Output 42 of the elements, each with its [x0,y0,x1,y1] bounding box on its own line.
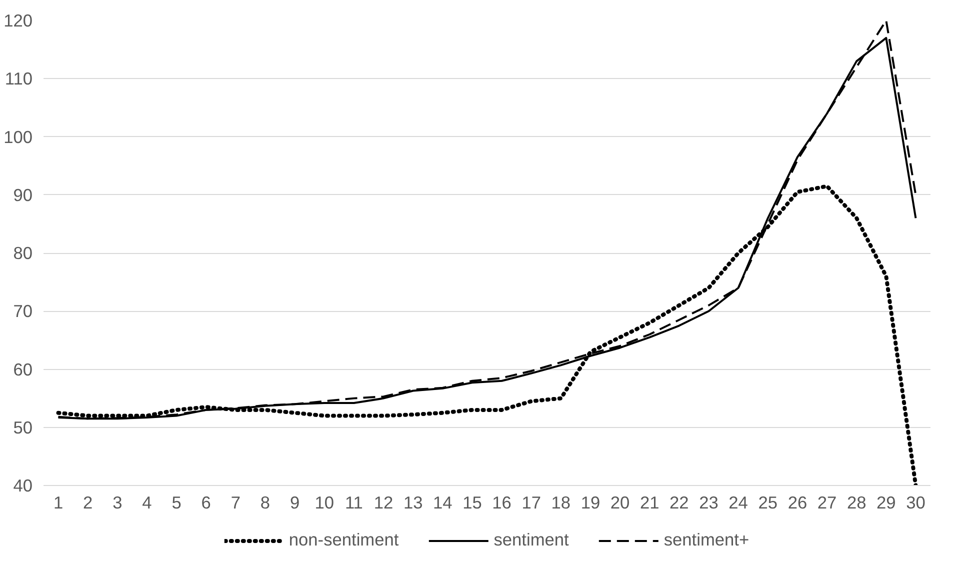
y-tick-label: 100 [4,126,33,147]
x-tick-label: 22 [670,492,689,512]
x-tick-label: 16 [492,492,512,512]
x-tick-label: 10 [314,492,334,512]
x-tick-label: 21 [640,492,660,512]
y-tick-label: 40 [13,476,33,496]
y-tick-label: 50 [13,417,33,438]
x-tick-label: 15 [462,492,482,512]
x-tick-label: 1 [53,492,64,512]
y-tick-label: 110 [4,68,33,89]
x-tick-label: 23 [699,492,718,512]
x-tick-label: 26 [788,492,808,512]
x-tick-label: 20 [610,492,630,512]
legend-label: non-sentiment [288,530,399,550]
x-tick-label: 30 [906,492,926,512]
x-tick-label: 8 [260,492,270,512]
x-tick-label: 7 [230,492,241,512]
x-tick-label: 4 [142,492,152,512]
x-tick-label: 28 [846,492,866,512]
x-tick-label: 11 [344,492,363,512]
x-tick-label: 25 [758,492,778,512]
x-tick-label: 29 [876,492,896,512]
legend-label: sentiment [494,530,569,550]
x-tick-label: 24 [728,492,748,512]
x-tick-label: 27 [817,492,837,512]
x-tick-label: 5 [172,492,182,512]
x-tick-label: 3 [112,492,122,512]
x-tick-label: 17 [522,492,541,512]
x-tick-label: 13 [403,492,423,512]
y-tick-label: 60 [13,359,33,380]
x-tick-label: 12 [374,492,394,512]
x-tick-label: 14 [433,492,453,512]
x-tick-label: 9 [290,492,300,512]
y-tick-label: 90 [13,184,33,205]
y-tick-label: 70 [13,301,33,322]
x-tick-label: 6 [201,492,211,512]
x-tick-label: 18 [551,492,571,512]
y-tick-label: 80 [13,243,33,263]
x-tick-label: 2 [83,492,93,512]
x-tick-label: 19 [580,492,600,512]
y-tick-label: 120 [4,10,33,30]
legend-label: sentiment+ [664,530,750,550]
